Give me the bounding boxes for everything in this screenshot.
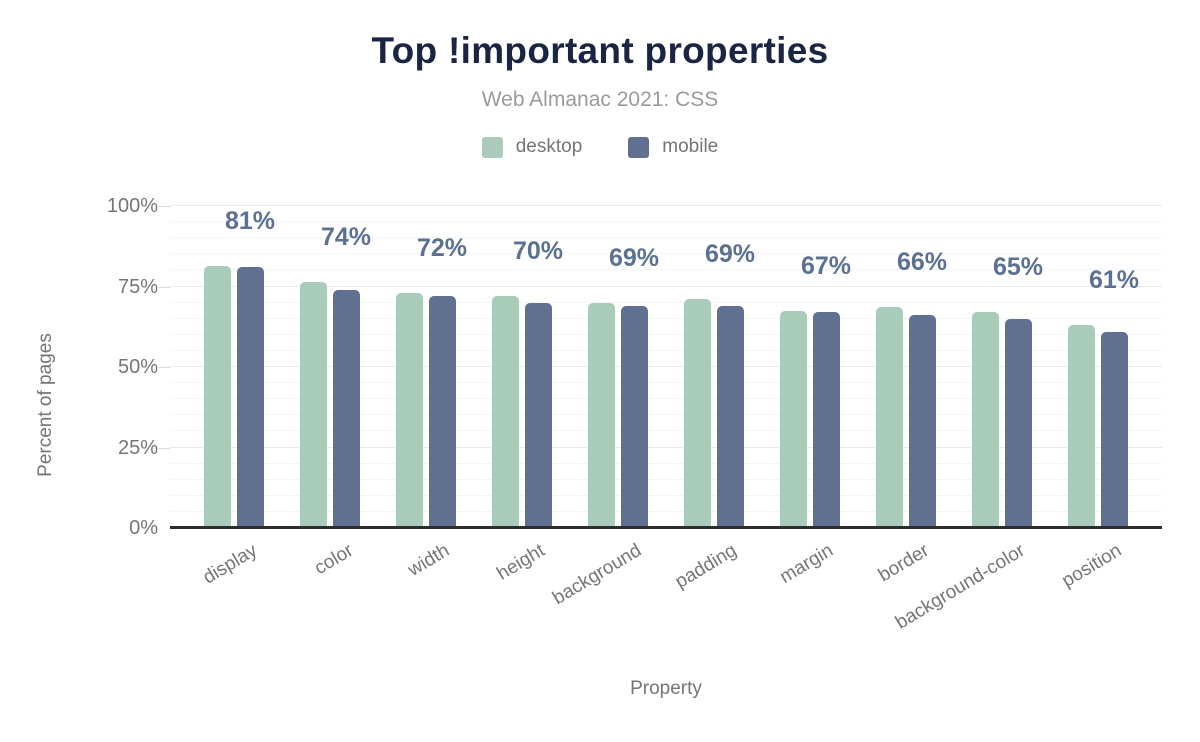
bar-mobile-border — [909, 315, 936, 528]
bar-desktop-width — [396, 292, 423, 528]
y-tick-label-50: 50% — [117, 356, 158, 378]
plot-area: 81% display 74% color 72% width 70% height 69% ba… — [170, 205, 1162, 634]
bars-row: 81% display 74% color 72% width 70% height 69% ba… — [170, 206, 1162, 634]
bar-desktop-margin — [780, 310, 807, 528]
bar-mobile-position — [1101, 331, 1128, 528]
legend-item-mobile: mobile — [628, 136, 718, 158]
bar-desktop-background-color — [972, 312, 999, 528]
bar-desktop-height — [492, 296, 519, 528]
gridline-25 — [170, 446, 1162, 448]
legend: desktop mobile — [0, 136, 1200, 158]
bar-mobile-padding — [717, 305, 744, 528]
gridline-15 — [170, 478, 1162, 480]
bar-group-background: 69% background — [549, 206, 659, 610]
mobile-swatch-icon — [628, 136, 650, 158]
legend-item-desktop: desktop — [481, 136, 583, 158]
bar-desktop-display — [204, 265, 231, 528]
bar-mobile-display — [237, 267, 264, 528]
x-tick-label-padding: padding — [672, 540, 741, 593]
value-label-border: 66% — [896, 248, 948, 277]
bar-group-padding: 69% padding — [672, 206, 755, 592]
chart-subtitle: Web Almanac 2021: CSS — [481, 88, 719, 111]
value-label-padding: 69% — [704, 240, 756, 269]
value-label-margin: 67% — [800, 251, 852, 280]
bar-mobile-height — [525, 302, 552, 528]
chart-title: Top !important properties — [371, 30, 829, 71]
value-label-display: 81% — [224, 206, 276, 235]
x-tick-label-position: position — [1057, 540, 1125, 592]
y-tick-mark-50 — [159, 367, 170, 368]
gridline-50 — [170, 366, 1162, 367]
desktop-swatch-icon — [481, 136, 503, 158]
value-label-background-color: 65% — [992, 253, 1044, 282]
bar-group-position: 61% position — [1058, 206, 1139, 592]
gridline-80 — [170, 269, 1162, 271]
x-tick-label-border: border — [874, 540, 933, 587]
x-tick-label-background: background — [548, 540, 645, 610]
value-label-background: 69% — [608, 243, 660, 272]
y-tick-mark-25 — [159, 447, 170, 449]
x-tick-label-display: display — [199, 540, 261, 589]
bar-group-border: 66% border — [875, 206, 947, 586]
bar-group-margin: 67% margin — [776, 206, 851, 588]
bar-group-width: 72% width — [396, 206, 467, 581]
bar-desktop-color — [300, 281, 327, 528]
y-tick-label-0: 0% — [129, 517, 158, 539]
bar-mobile-background — [621, 305, 648, 528]
gridline-85 — [170, 253, 1162, 255]
gridline-45 — [170, 382, 1162, 384]
gridline-20 — [170, 462, 1162, 464]
bar-desktop-position — [1068, 325, 1095, 528]
x-tick-label-height: height — [493, 540, 549, 585]
gridline-30 — [170, 430, 1162, 432]
bar-group-color: 74% color — [300, 206, 371, 579]
bar-desktop-background — [588, 302, 615, 528]
y-tick-label-75: 75% — [117, 275, 158, 298]
bar-group-height: 70% height — [492, 206, 563, 585]
bar-mobile-color — [333, 289, 360, 528]
gridline-5 — [170, 510, 1162, 512]
y-tick-mark-75 — [159, 286, 170, 288]
x-tick-label-color: color — [310, 540, 357, 580]
gridline-10 — [170, 494, 1162, 496]
x-axis-line — [170, 526, 1162, 529]
gridline-60 — [170, 333, 1162, 335]
gridline-55 — [170, 349, 1162, 351]
gridline-95 — [170, 221, 1162, 223]
bar-group-display: 81% display — [199, 206, 275, 589]
legend-label-desktop: desktop — [515, 136, 583, 157]
gridline-75 — [170, 285, 1162, 287]
y-tick-mark-100 — [159, 206, 170, 207]
value-label-color: 74% — [320, 222, 372, 251]
bar-mobile-background-color — [1005, 318, 1032, 528]
bar-group-background-color: 65% background-color — [892, 206, 1043, 633]
gridline-35 — [170, 414, 1162, 416]
x-tick-label-margin: margin — [776, 540, 837, 588]
y-tick-label-25: 25% — [117, 436, 158, 459]
x-tick-label-width: width — [403, 540, 453, 581]
y-tick-label-100: 100% — [106, 195, 158, 217]
value-label-height: 70% — [512, 237, 564, 266]
gridline-90 — [170, 237, 1162, 239]
gridline-100 — [170, 205, 1162, 206]
legend-label-mobile: mobile — [662, 136, 719, 157]
bar-desktop-border — [876, 307, 903, 528]
gridline-40 — [170, 398, 1162, 400]
bar-mobile-margin — [813, 312, 840, 528]
gridline-65 — [170, 317, 1162, 319]
value-label-position: 61% — [1088, 266, 1140, 295]
value-label-width: 72% — [416, 233, 468, 262]
bar-desktop-padding — [684, 299, 711, 528]
x-axis-title: Property — [630, 678, 702, 699]
gridline-70 — [170, 301, 1162, 303]
bar-mobile-width — [429, 296, 456, 528]
